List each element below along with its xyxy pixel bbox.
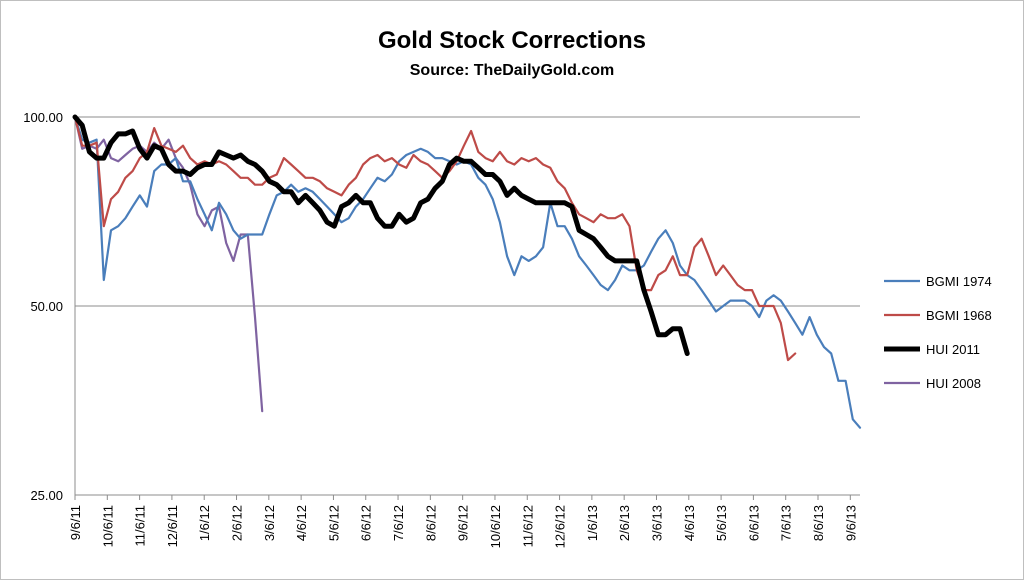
x-tick-label: 10/6/11 (100, 505, 115, 547)
x-tick-label: 7/6/12 (391, 505, 406, 541)
x-tick-label: 11/6/12 (520, 505, 535, 547)
series-line-hui-2008 (73, 115, 264, 413)
x-tick-label: 5/6/12 (326, 505, 341, 541)
x-tick-label: 9/6/11 (68, 505, 83, 540)
x-tick-label: 1/6/13 (585, 505, 600, 541)
x-tick-label: 10/6/12 (488, 505, 503, 548)
x-tick-label: 8/6/12 (423, 505, 438, 541)
x-tick-label: 9/6/13 (843, 505, 858, 541)
legend-label: BGMI 1968 (926, 308, 992, 323)
x-tick-label: 2/6/12 (230, 505, 245, 541)
x-axis: 9/6/11 10/6/11 11/6/11 12/6/11 1/6/12 2/6/12 3… (68, 494, 860, 548)
y-tick-label: 25.00 (30, 488, 63, 503)
legend-label: BGMI 1974 (926, 274, 992, 289)
y-axis: 100.00 50.00 25.00 (23, 110, 76, 503)
x-tick-label: 4/6/13 (682, 505, 697, 541)
x-tick-label: 5/6/13 (714, 505, 729, 541)
x-tick-label: 4/6/12 (294, 505, 309, 541)
x-tick-label: 12/6/11 (165, 505, 180, 547)
x-tick-label: 9/6/12 (456, 505, 471, 541)
x-tick-label: 3/6/12 (262, 505, 277, 541)
x-tick-label: 2/6/13 (617, 505, 632, 541)
y-tick-label: 50.00 (30, 299, 63, 314)
x-tick-label: 11/6/11 (133, 505, 148, 546)
x-tick-label: 6/6/12 (359, 505, 374, 541)
series-lines (72, 114, 862, 429)
series-line-hui-2011 (72, 114, 690, 356)
chart-subtitle: Source: TheDailyGold.com (410, 62, 614, 79)
x-tick-label: 7/6/13 (779, 505, 794, 541)
legend-label: HUI 2008 (926, 376, 981, 391)
x-tick-label: 8/6/13 (811, 505, 826, 541)
series-line-bgmi-1968 (73, 115, 797, 362)
x-tick-label: 3/6/13 (649, 505, 664, 541)
legend-label: HUI 2011 (926, 342, 980, 357)
x-tick-label: 12/6/12 (553, 505, 568, 548)
legend: BGMI 1974 BGMI 1968 HUI 2011 HUI 2008 (884, 274, 992, 391)
chart-title: Gold Stock Corrections (378, 27, 646, 54)
x-tick-label: 6/6/13 (746, 505, 761, 541)
y-tick-label: 100.00 (23, 110, 63, 125)
x-tick-label: 1/6/12 (197, 505, 212, 541)
gridlines (75, 116, 860, 307)
